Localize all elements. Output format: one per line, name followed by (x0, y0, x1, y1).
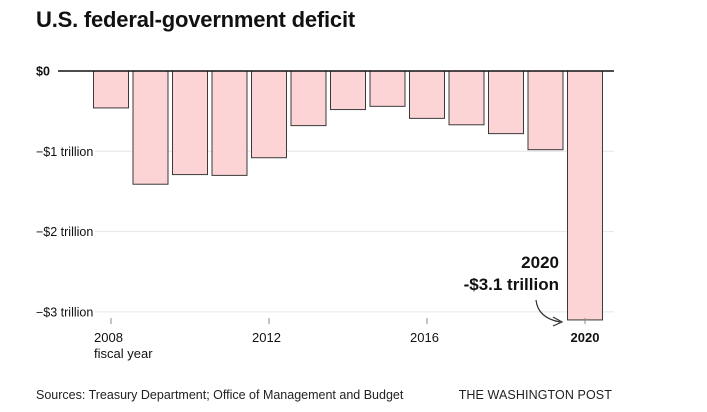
y-tick-label: −$2 trillion (36, 225, 93, 239)
y-tick-label: −$1 trillion (36, 145, 93, 159)
chart-title: U.S. federal-government deficit (36, 7, 355, 32)
x-tick-label: 2008 (94, 330, 123, 345)
credit-line: THE WASHINGTON POST (458, 388, 612, 402)
bar-2020 (567, 70, 603, 321)
annotation-value: -$3.1 trillion (464, 275, 559, 294)
bar-2012 (251, 70, 287, 159)
bar-2009 (132, 70, 169, 185)
x-axis-sublabel: fiscal year (94, 346, 153, 361)
bar-2014 (330, 70, 366, 111)
bar-2008 (93, 70, 129, 109)
bar-2017 (448, 70, 485, 126)
bar-2010 (172, 70, 208, 176)
x-tick-label: 2016 (410, 330, 439, 345)
bar-2015 (369, 70, 406, 107)
source-note: Sources: Treasury Department; Office of … (36, 388, 404, 402)
annotation-arrowhead (552, 316, 564, 327)
bar-2013 (290, 70, 327, 127)
annotation-arrow (535, 299, 561, 323)
y-tick-label: −$3 trillion (36, 305, 93, 319)
annotation: 2020 -$3.1 trillion (464, 253, 564, 327)
x-tick-label: 2020 (571, 330, 600, 345)
bar-2011 (211, 70, 248, 176)
axes: $0−$1 trillion−$2 trillion−$3 trillion20… (36, 65, 614, 361)
bar-2016 (409, 70, 445, 119)
annotation-year: 2020 (521, 253, 559, 272)
y-tick-label: $0 (36, 65, 50, 79)
x-tick-label: 2012 (252, 330, 281, 345)
bar-2018 (488, 70, 524, 135)
bar-2019 (527, 70, 564, 151)
